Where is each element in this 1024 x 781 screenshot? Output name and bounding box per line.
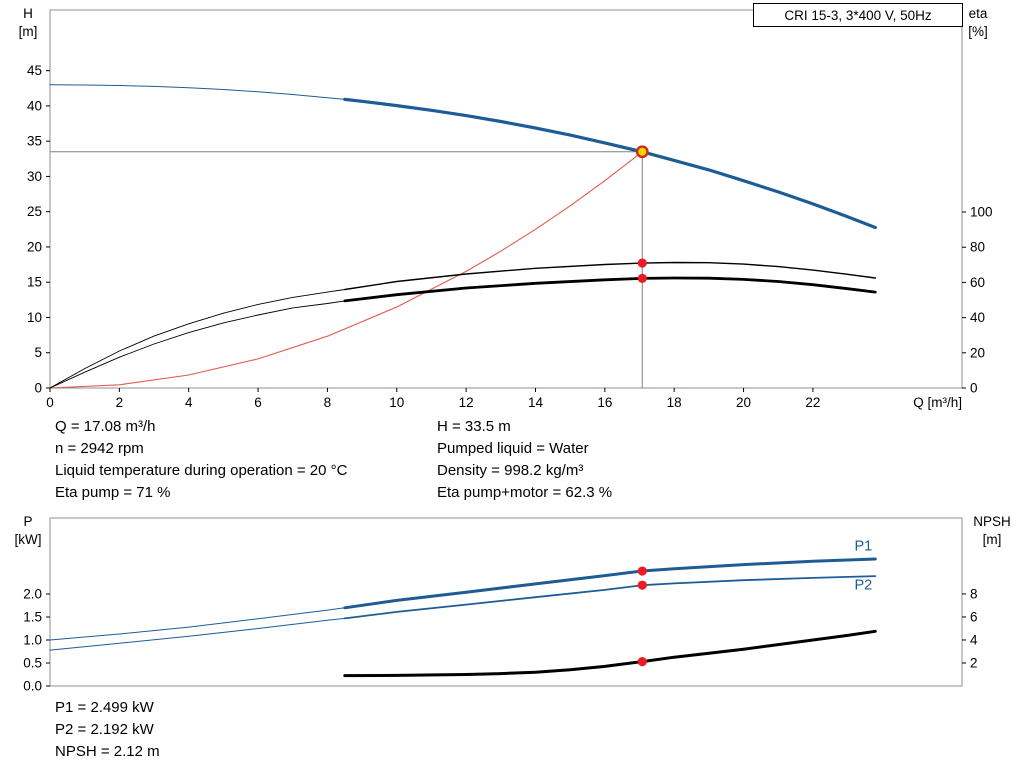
p2-point [637, 580, 647, 590]
power-info-block: P1 = 2.499 kW P2 = 2.192 kW NPSH = 2.12 … [55, 697, 160, 763]
left-tick-label: 1.0 [23, 632, 42, 647]
speed-value: n = 2942 rpm [55, 440, 144, 457]
x-tick-label: 22 [805, 395, 820, 410]
head-curve [49, 84, 346, 100]
x-tick-label: 16 [597, 395, 612, 410]
eta-pump-curve [344, 261, 876, 291]
right-axis-title: eta [969, 6, 988, 21]
head-value: H = 33.5 m [437, 418, 511, 435]
head-curve [343, 97, 877, 230]
left-tick-label: 0.0 [23, 679, 42, 694]
system-curve [49, 151, 643, 389]
x-tick-label: 14 [528, 395, 544, 410]
right-tick-label: 60 [970, 275, 985, 290]
x-tick-label: 12 [459, 395, 474, 410]
left-tick-label: 0 [34, 381, 42, 396]
p2-value: P2 = 2.192 kW [55, 721, 154, 738]
left-tick-label: 25 [27, 204, 42, 219]
left-tick-label: 15 [27, 275, 42, 290]
duty-point [635, 145, 649, 159]
pump-type-label: CRI 15-3, 3*400 V, 50Hz [784, 7, 932, 23]
x-tick-label: 18 [667, 395, 682, 410]
flow-value: Q = 17.08 m³/h [55, 418, 156, 435]
hq-eta-chart-frame [49, 9, 963, 389]
left-axis-title: H [23, 6, 33, 21]
right-tick-label: 8 [970, 586, 978, 601]
left-tick-label: 40 [27, 98, 42, 113]
right-tick-label: 40 [970, 310, 985, 325]
operating-point-info-left: Q = 17.08 m³/h n = 2942 rpm Liquid tempe… [55, 416, 347, 504]
left-tick-label: 1.5 [23, 609, 42, 624]
eta-pump-value: Eta pump = 71 % [55, 484, 171, 501]
left-tick-label: 35 [27, 134, 42, 149]
npsh-curve [343, 629, 877, 678]
eta-pump-curve [49, 289, 346, 389]
npsh-value: NPSH = 2.12 m [55, 743, 160, 760]
right-tick-label: 80 [970, 240, 985, 255]
right-tick-label: 6 [970, 609, 978, 624]
left-axis-unit: [m] [19, 24, 38, 39]
pump-type-legend-box: CRI 15-3, 3*400 V, 50Hz [753, 3, 963, 27]
x-tick-label: 8 [324, 395, 332, 410]
x-tick-label: 2 [116, 395, 124, 410]
right-axis-unit: [m] [983, 532, 1002, 547]
right-tick-label: 2 [970, 655, 978, 670]
right-tick-label: 20 [970, 345, 985, 360]
left-tick-label: 30 [27, 169, 42, 184]
x-tick-label: 6 [254, 395, 262, 410]
eta-total-value: Eta pump+motor = 62.3 % [437, 484, 613, 501]
p1-value: P1 = 2.499 kW [55, 699, 154, 716]
p2-curve [49, 617, 346, 651]
p1-curve-label: P1 [855, 538, 873, 554]
p1-point [637, 566, 647, 576]
left-tick-label: 0.5 [23, 655, 42, 670]
left-tick-label: 45 [27, 63, 42, 78]
right-tick-label: 0 [970, 381, 978, 396]
right-tick-label: 100 [970, 205, 993, 220]
left-tick-label: 20 [27, 239, 42, 254]
x-tick-label: 20 [736, 395, 751, 410]
right-axis-unit: [%] [968, 24, 988, 39]
left-tick-label: 10 [27, 310, 42, 325]
left-axis-unit: [kW] [15, 532, 42, 547]
power-npsh-chart-frame [49, 517, 963, 687]
left-tick-label: 5 [34, 345, 42, 360]
p1-curve [49, 607, 346, 641]
x-tick-label: 4 [185, 395, 193, 410]
x-tick-label: 0 [46, 395, 54, 410]
eta-pump-point [637, 258, 647, 268]
left-tick-label: 2.0 [23, 586, 42, 601]
eta-pump-motor-point [637, 273, 647, 283]
eta-pump-motor-curve [343, 276, 877, 303]
pumped-liquid: Pumped liquid = Water [437, 440, 589, 457]
operating-point-info-right: H = 33.5 m Pumped liquid = Water Density… [437, 416, 612, 504]
left-axis-title: P [23, 514, 32, 529]
density-value: Density = 998.2 kg/m³ [437, 462, 584, 479]
right-tick-label: 4 [970, 632, 978, 647]
eta-pump-motor-curve [49, 300, 346, 389]
liquid-temp-value: Liquid temperature during operation = 20… [55, 462, 348, 479]
x-axis-label: Q [m³/h] [913, 395, 962, 410]
x-tick-label: 10 [389, 395, 404, 410]
p2-curve-label: P2 [855, 577, 873, 593]
p2-curve [343, 575, 877, 620]
right-axis-title: NPSH [973, 514, 1011, 529]
npsh-point [637, 657, 647, 667]
p1-curve [343, 557, 877, 610]
